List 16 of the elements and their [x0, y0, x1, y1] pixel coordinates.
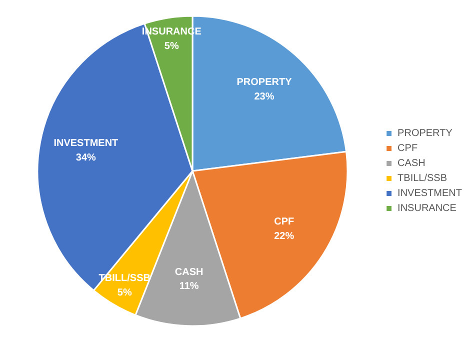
legend-label: INVESTMENT	[398, 188, 462, 198]
slice-label: INVESTMENT	[54, 138, 118, 150]
data-label: 5%	[164, 40, 179, 52]
legend-label: INSURANCE	[398, 202, 456, 214]
slice-label: CPF	[274, 216, 294, 228]
slice-label: PROPERTY	[236, 76, 292, 88]
data-label: 22%	[274, 230, 294, 242]
legend-label: CPF	[398, 142, 418, 154]
data-label: 34%	[76, 152, 96, 164]
data-label: 23%	[254, 91, 274, 102]
slice-label: CASH	[174, 266, 204, 278]
data-label: 5%	[117, 287, 132, 298]
legend-label: CASH	[398, 158, 426, 168]
legend-label: PROPERTY	[398, 128, 452, 138]
legend-label: TBILL/SSB	[398, 172, 448, 184]
data-label: 11%	[179, 281, 199, 292]
